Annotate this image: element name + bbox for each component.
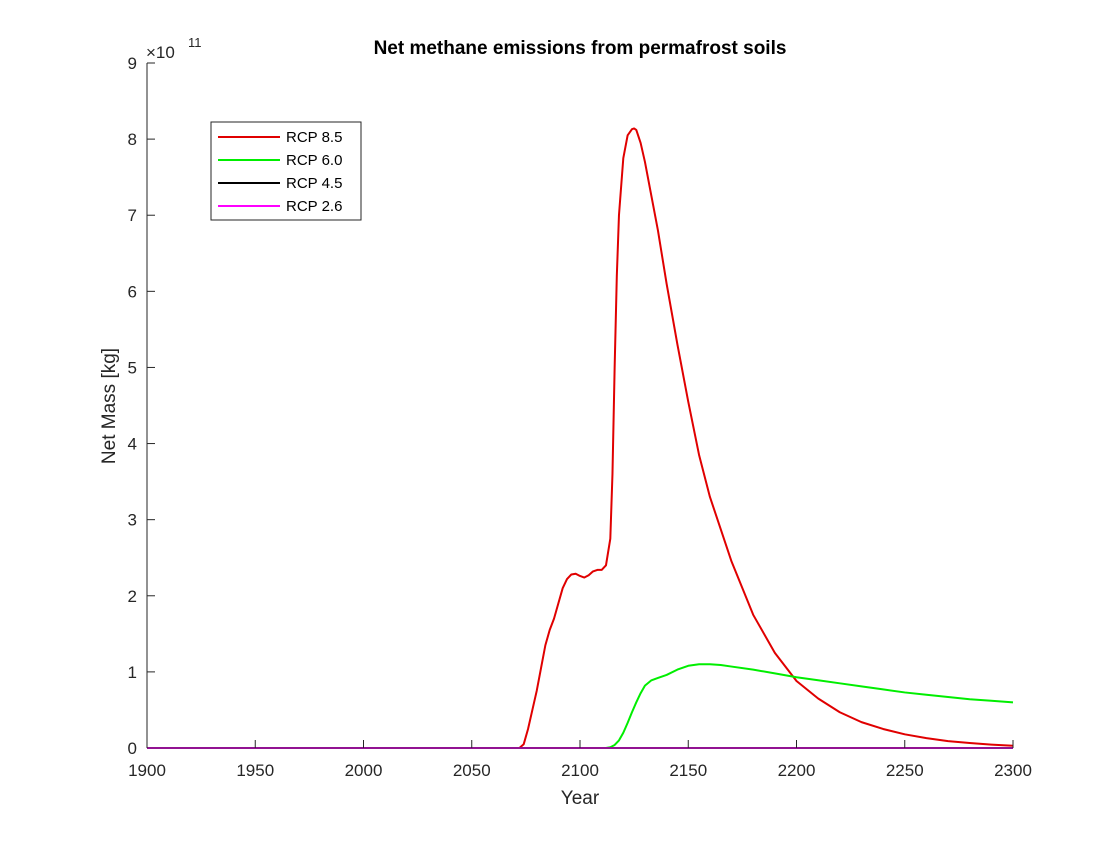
y-tick-label: 7 xyxy=(128,206,137,225)
y-tick-label: 5 xyxy=(128,358,137,377)
y-tick-label: 4 xyxy=(128,435,137,454)
legend-label-rcp60: RCP 6.0 xyxy=(286,152,342,169)
y-exponent-base: ×10 xyxy=(146,43,175,62)
x-tick-label: 1950 xyxy=(236,761,274,780)
y-axis-ticks: 0 1 2 3 4 5 6 7 8 9 xyxy=(128,54,155,758)
y-tick-label: 8 xyxy=(128,130,137,149)
y-tick-label: 2 xyxy=(128,587,137,606)
y-tick-label: 9 xyxy=(128,54,137,73)
y-exponent-power: 11 xyxy=(188,35,202,50)
y-tick-label: 3 xyxy=(128,511,137,530)
x-tick-label: 2300 xyxy=(994,761,1032,780)
legend-label-rcp85: RCP 8.5 xyxy=(286,129,342,146)
legend-label-rcp26: RCP 2.6 xyxy=(286,198,342,215)
x-axis-title: Year xyxy=(561,788,600,809)
x-tick-label: 2200 xyxy=(778,761,816,780)
x-tick-label: 1900 xyxy=(128,761,166,780)
legend-label-rcp45: RCP 4.5 xyxy=(286,175,342,192)
y-tick-label: 0 xyxy=(128,739,137,758)
x-tick-label: 2100 xyxy=(561,761,599,780)
legend-box xyxy=(210,121,362,221)
chart-title: Net methane emissions from permafrost so… xyxy=(374,38,787,59)
y-tick-label: 1 xyxy=(128,663,137,682)
x-tick-label: 2000 xyxy=(345,761,383,780)
x-tick-label: 2150 xyxy=(669,761,707,780)
series-line-rcp85 xyxy=(147,127,1014,749)
y-axis-title: Net Mass [kg] xyxy=(99,348,120,464)
legend: RCP 8.5 RCP 6.0 RCP 4.5 RCP 2.6 xyxy=(210,121,362,221)
series-line-rcp60 xyxy=(147,663,1014,749)
x-axis-ticks: 1900 1950 2000 2050 2100 2150 2200 2250 2300 xyxy=(128,740,1032,780)
x-tick-label: 2250 xyxy=(886,761,924,780)
y-tick-label: 6 xyxy=(128,282,137,301)
x-tick-label: 2050 xyxy=(453,761,491,780)
